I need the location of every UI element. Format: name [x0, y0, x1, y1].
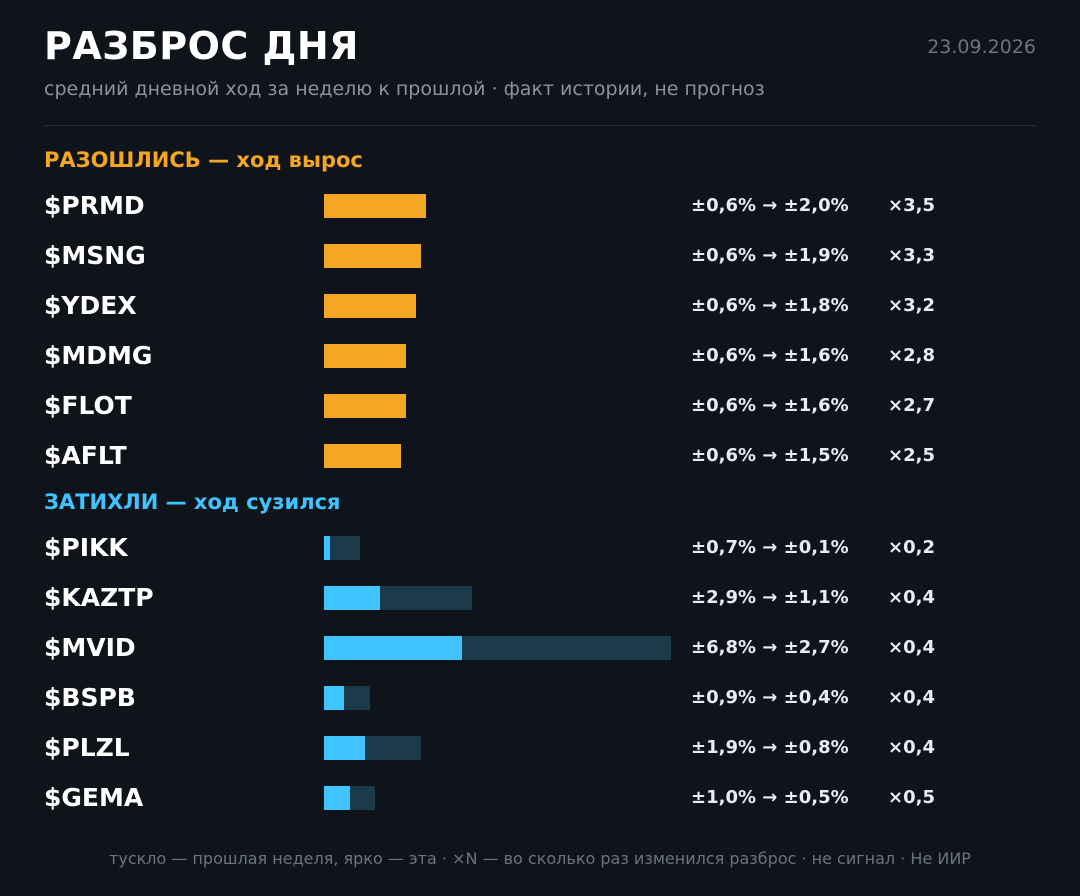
bar-this-week — [324, 536, 330, 560]
range-text: ±6,8% → ±2,7% — [691, 637, 849, 658]
list-item: $KAZTP ±2,9% → ±1,1% ×0,4 — [0, 578, 1080, 618]
list-item: $MSNG ±0,6% → ±1,9% ×3,3 — [0, 236, 1080, 276]
range-text: ±0,6% → ±1,8% — [691, 295, 849, 316]
spread-bar — [324, 344, 684, 368]
bar-this-week — [324, 586, 380, 610]
footer-note: тускло — прошлая неделя, ярко — эта · ×N… — [109, 849, 971, 868]
multiplier-text: ×0,4 — [888, 587, 935, 608]
spread-bar — [324, 586, 684, 610]
header-divider — [44, 125, 1036, 126]
page-title: РАЗБРОС ДНЯ — [44, 24, 359, 68]
multiplier-text: ×0,4 — [888, 687, 935, 708]
date-label: 23.09.2026 — [927, 36, 1036, 58]
bar-this-week — [324, 344, 406, 368]
ticker-label: $PIKK — [44, 533, 128, 562]
spread-bar — [324, 536, 684, 560]
ticker-label: $KAZTP — [44, 583, 154, 612]
ticker-label: $BSPB — [44, 683, 136, 712]
bar-this-week — [324, 686, 344, 710]
spread-bar — [324, 786, 684, 810]
list-item: $FLOT ±0,6% → ±1,6% ×2,7 — [0, 386, 1080, 426]
bar-this-week — [324, 394, 406, 418]
ticker-label: $GEMA — [44, 783, 144, 812]
section-title-calmed: ЗАТИХЛИ — ход сузился — [44, 490, 341, 514]
multiplier-text: ×0,2 — [888, 537, 935, 558]
ticker-label: $MDMG — [44, 341, 153, 370]
bar-this-week — [324, 636, 462, 660]
ticker-label: $PLZL — [44, 733, 130, 762]
range-text: ±0,6% → ±1,5% — [691, 445, 849, 466]
bar-this-week — [324, 194, 426, 218]
ticker-label: $AFLT — [44, 441, 127, 470]
page-subtitle: средний дневной ход за неделю к прошлой … — [44, 78, 765, 100]
range-text: ±1,0% → ±0,5% — [691, 787, 849, 808]
bar-this-week — [324, 294, 416, 318]
ticker-label: $PRMD — [44, 191, 145, 220]
multiplier-text: ×2,8 — [888, 345, 935, 366]
ticker-label: $MSNG — [44, 241, 146, 270]
range-text: ±0,6% → ±1,6% — [691, 345, 849, 366]
ticker-label: $FLOT — [44, 391, 132, 420]
list-item: $GEMA ±1,0% → ±0,5% ×0,5 — [0, 778, 1080, 818]
ticker-label: $MVID — [44, 633, 136, 662]
list-item: $MDMG ±0,6% → ±1,6% ×2,8 — [0, 336, 1080, 376]
multiplier-text: ×0,4 — [888, 637, 935, 658]
multiplier-text: ×2,7 — [888, 395, 935, 416]
multiplier-text: ×3,2 — [888, 295, 935, 316]
range-text: ±2,9% → ±1,1% — [691, 587, 849, 608]
range-text: ±0,6% → ±2,0% — [691, 195, 849, 216]
multiplier-text: ×3,3 — [888, 245, 935, 266]
spread-bar — [324, 194, 684, 218]
range-text: ±0,9% → ±0,4% — [691, 687, 849, 708]
range-text: ±0,7% → ±0,1% — [691, 537, 849, 558]
bar-this-week — [324, 244, 421, 268]
spread-bar — [324, 636, 684, 660]
list-item: $BSPB ±0,9% → ±0,4% ×0,4 — [0, 678, 1080, 718]
spread-bar — [324, 244, 684, 268]
spread-bar — [324, 686, 684, 710]
list-item: $PRMD ±0,6% → ±2,0% ×3,5 — [0, 186, 1080, 226]
list-item: $PLZL ±1,9% → ±0,8% ×0,4 — [0, 728, 1080, 768]
multiplier-text: ×0,4 — [888, 737, 935, 758]
list-item: $PIKK ±0,7% → ±0,1% ×0,2 — [0, 528, 1080, 568]
spread-bar — [324, 394, 684, 418]
range-text: ±0,6% → ±1,6% — [691, 395, 849, 416]
spread-bar — [324, 444, 684, 468]
multiplier-text: ×3,5 — [888, 195, 935, 216]
list-item: $YDEX ±0,6% → ±1,8% ×3,2 — [0, 286, 1080, 326]
spread-bar — [324, 736, 684, 760]
multiplier-text: ×0,5 — [888, 787, 935, 808]
spread-bar — [324, 294, 684, 318]
section-title-diverged: РАЗОШЛИСЬ — ход вырос — [44, 148, 363, 172]
ticker-label: $YDEX — [44, 291, 137, 320]
bar-this-week — [324, 786, 350, 810]
list-item: $AFLT ±0,6% → ±1,5% ×2,5 — [0, 436, 1080, 476]
list-item: $MVID ±6,8% → ±2,7% ×0,4 — [0, 628, 1080, 668]
range-text: ±0,6% → ±1,9% — [691, 245, 849, 266]
bar-this-week — [324, 444, 401, 468]
multiplier-text: ×2,5 — [888, 445, 935, 466]
bar-prev-week — [324, 536, 360, 560]
range-text: ±1,9% → ±0,8% — [691, 737, 849, 758]
bar-this-week — [324, 736, 365, 760]
